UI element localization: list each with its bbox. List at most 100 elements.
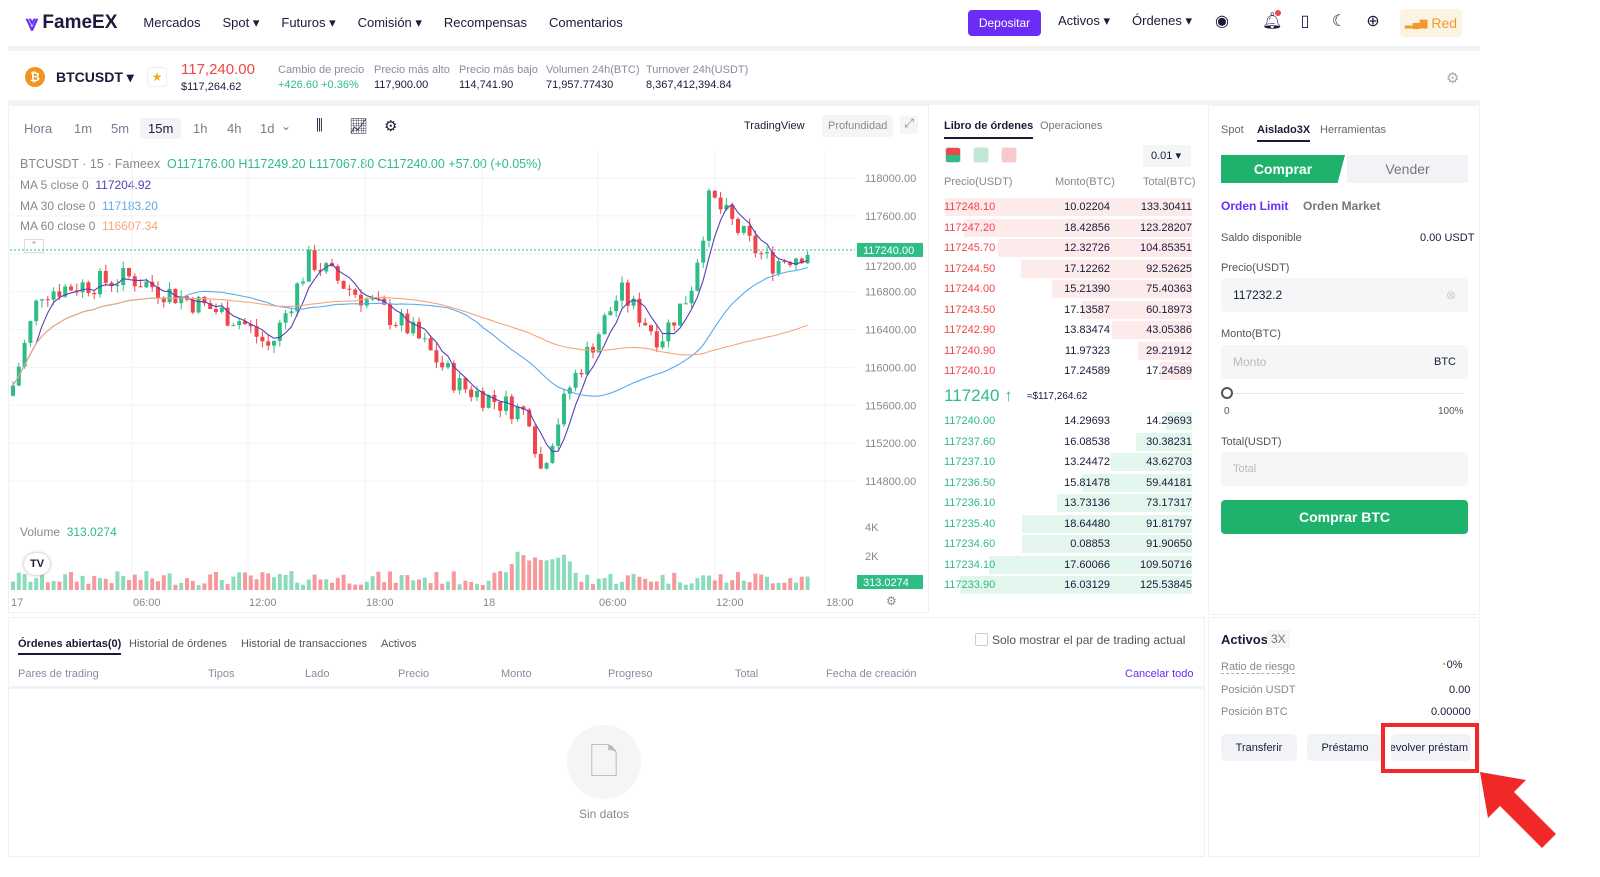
candle [109,282,114,287]
assets-panel [1208,617,1480,857]
collapse-legend-button[interactable]: ⌃ [24,239,44,253]
bid-row[interactable]: 117234.60 0.08853 91.90650 [944,534,1192,554]
total: 29.21912 [1146,344,1192,357]
tab-orderbook[interactable]: Libro de órdenes [944,120,1034,139]
orders-menu[interactable]: Órdenes ▾ [1132,13,1193,28]
download-icon[interactable]: ▯ [1300,13,1310,30]
tab-spot[interactable]: Spot [1221,124,1244,136]
repay-loan-button[interactable]: evolver préstam [1391,734,1471,761]
depth-bar [1165,412,1192,430]
transfer-button[interactable]: Transferir [1221,734,1297,761]
tab-tools[interactable]: Herramientas [1320,124,1387,136]
bid-row[interactable]: 117237.60 16.08538 30.38231 [944,432,1192,452]
bid-row[interactable]: 117240.00 14.29693 14.29693 [944,411,1192,431]
indicator-icon[interactable]: 📈︎ [349,118,369,135]
amount-slider-track[interactable] [1227,393,1464,394]
book-asks-icon[interactable] [1001,147,1017,163]
ask-row[interactable]: 117240.10 17.24589 17.24589 [944,361,1192,381]
tradingview-logo: TV [24,553,50,575]
clear-icon[interactable]: ⊗ [1445,288,1456,302]
chart-settings-icon[interactable]: ⚙ [384,118,398,135]
ask-row[interactable]: 117244.50 17.12262 92.52625 [944,259,1192,279]
tab-isolated[interactable]: Aislado3X [1257,124,1311,142]
bid-row[interactable]: 117235.40 18.64480 91.81797 [944,514,1192,534]
ask-row[interactable]: 117243.50 17.13587 60.18973 [944,300,1192,320]
view-depth[interactable]: Profundidad [822,115,894,137]
total-input[interactable]: Total [1221,452,1468,486]
precision-select[interactable]: 0.01 ▾ [1143,145,1191,167]
candle [22,342,27,367]
nav-futuros[interactable]: Futuros ▾ [281,15,336,30]
ask-row[interactable]: 117248.10 10.02204 133.30411 [944,197,1192,217]
interval-15m[interactable]: 15m [140,118,182,139]
interval-4h[interactable]: 4h [227,121,242,136]
only-pair-label[interactable]: Solo mostrar el par de trading actual [992,633,1186,647]
only-pair-checkbox[interactable] [975,633,988,646]
ask-row[interactable]: 117247.20 18.42856 123.28207 [944,218,1192,238]
interval-more-chevron-icon[interactable]: ⌄ [281,119,292,133]
amount-slider-handle[interactable] [1221,387,1233,399]
symbol-selector[interactable]: BTCUSDT ▾ [56,69,134,85]
price-chart[interactable]: 118000.00 117600.00 117200.00 116800.00 1164… [10,150,926,612]
ask-row[interactable]: 117240.90 11.97323 29.21912 [944,341,1192,361]
nav-mercados[interactable]: Mercados [143,15,201,30]
buy-tab[interactable]: Comprar [1221,155,1345,183]
fullscreen-icon[interactable]: ⤢ [900,116,918,134]
nav-recompensas[interactable]: Recompensas [443,15,528,30]
tab-assets[interactable]: Activos [381,638,417,650]
logo[interactable]: ⩔ FameEX [26,10,118,35]
interval-hora[interactable]: Hora [24,121,53,136]
globe-icon[interactable]: ⊕ [1366,13,1380,30]
candle [718,197,723,210]
volume-bar [672,572,677,590]
view-tradingview[interactable]: TradingView [744,120,805,132]
amount: 17.13587 [1064,303,1110,316]
tab-open-orders[interactable]: Órdenes abiertas(0) [18,638,122,655]
buy-btc-button[interactable]: Comprar BTC [1221,500,1468,534]
bid-row[interactable]: 117237.10 13.24472 43.62703 [944,452,1192,472]
nav-comentarios[interactable]: Comentarios [549,15,623,30]
bid-row[interactable]: 117234.10 17.60066 109.50716 [944,555,1192,575]
book-bids-icon[interactable] [973,147,989,163]
ask-row[interactable]: 117244.00 15.21390 75.40363 [944,279,1192,299]
market-order-tab[interactable]: Orden Market [1303,199,1381,213]
depth-bar [1056,494,1192,512]
moon-icon[interactable]: ☾ [1331,13,1347,30]
price: 117234.60 [944,538,996,550]
tab-trade-history[interactable]: Historial de transacciones [241,638,367,650]
bell-icon[interactable]: 🔔︎ [1262,10,1282,31]
nav-comision[interactable]: Comisión ▾ [357,15,422,30]
candle [509,396,514,420]
network-status[interactable]: ▂▄▆ Red [1400,9,1462,37]
limit-order-tab[interactable]: Orden Limit [1221,199,1289,213]
user-icon[interactable]: ◉ [1215,13,1229,30]
tab-trades[interactable]: Operaciones [1040,120,1103,132]
col-amount: Monto [501,668,532,680]
amount-input[interactable]: Monto BTC [1221,345,1468,379]
price-input[interactable]: 117232.2 ⊗ [1221,278,1468,312]
time-settings-icon[interactable]: ⚙ [886,594,897,608]
book-both-icon[interactable] [945,147,961,163]
tab-order-history[interactable]: Historial de órdenes [129,638,227,650]
interval-1h[interactable]: 1h [193,121,208,136]
risk-ratio-label[interactable]: Ratio de riesgo [1221,661,1295,674]
candle [272,340,276,346]
candlestick-icon[interactable]: ⫼ [316,117,323,134]
favorite-star-icon[interactable]: ★ [147,67,167,87]
interval-1d[interactable]: 1d [260,121,275,136]
interval-5m[interactable]: 5m [111,121,130,136]
candle [254,326,259,337]
nav-spot[interactable]: Spot ▾ [222,15,260,30]
interval-1m[interactable]: 1m [74,121,93,136]
cancel-all-button[interactable]: Cancelar todo [1125,668,1194,680]
bid-row[interactable]: 117233.90 16.03129 125.53845 [944,575,1192,595]
sell-tab[interactable]: Vender [1347,155,1468,183]
ask-row[interactable]: 117245.70 12.32726 104.85351 [944,238,1192,258]
assets-menu[interactable]: Activos ▾ [1058,13,1111,28]
deposit-button[interactable]: Depositar [968,10,1041,36]
ask-row[interactable]: 117242.90 13.83474 43.05386 [944,320,1192,340]
settings-icon[interactable]: ⚙ [1446,70,1460,87]
loan-button[interactable]: Préstamo [1307,734,1383,761]
bid-row[interactable]: 117236.50 15.81478 59.44181 [944,473,1192,493]
bid-row[interactable]: 117236.10 13.73136 73.17317 [944,493,1192,513]
